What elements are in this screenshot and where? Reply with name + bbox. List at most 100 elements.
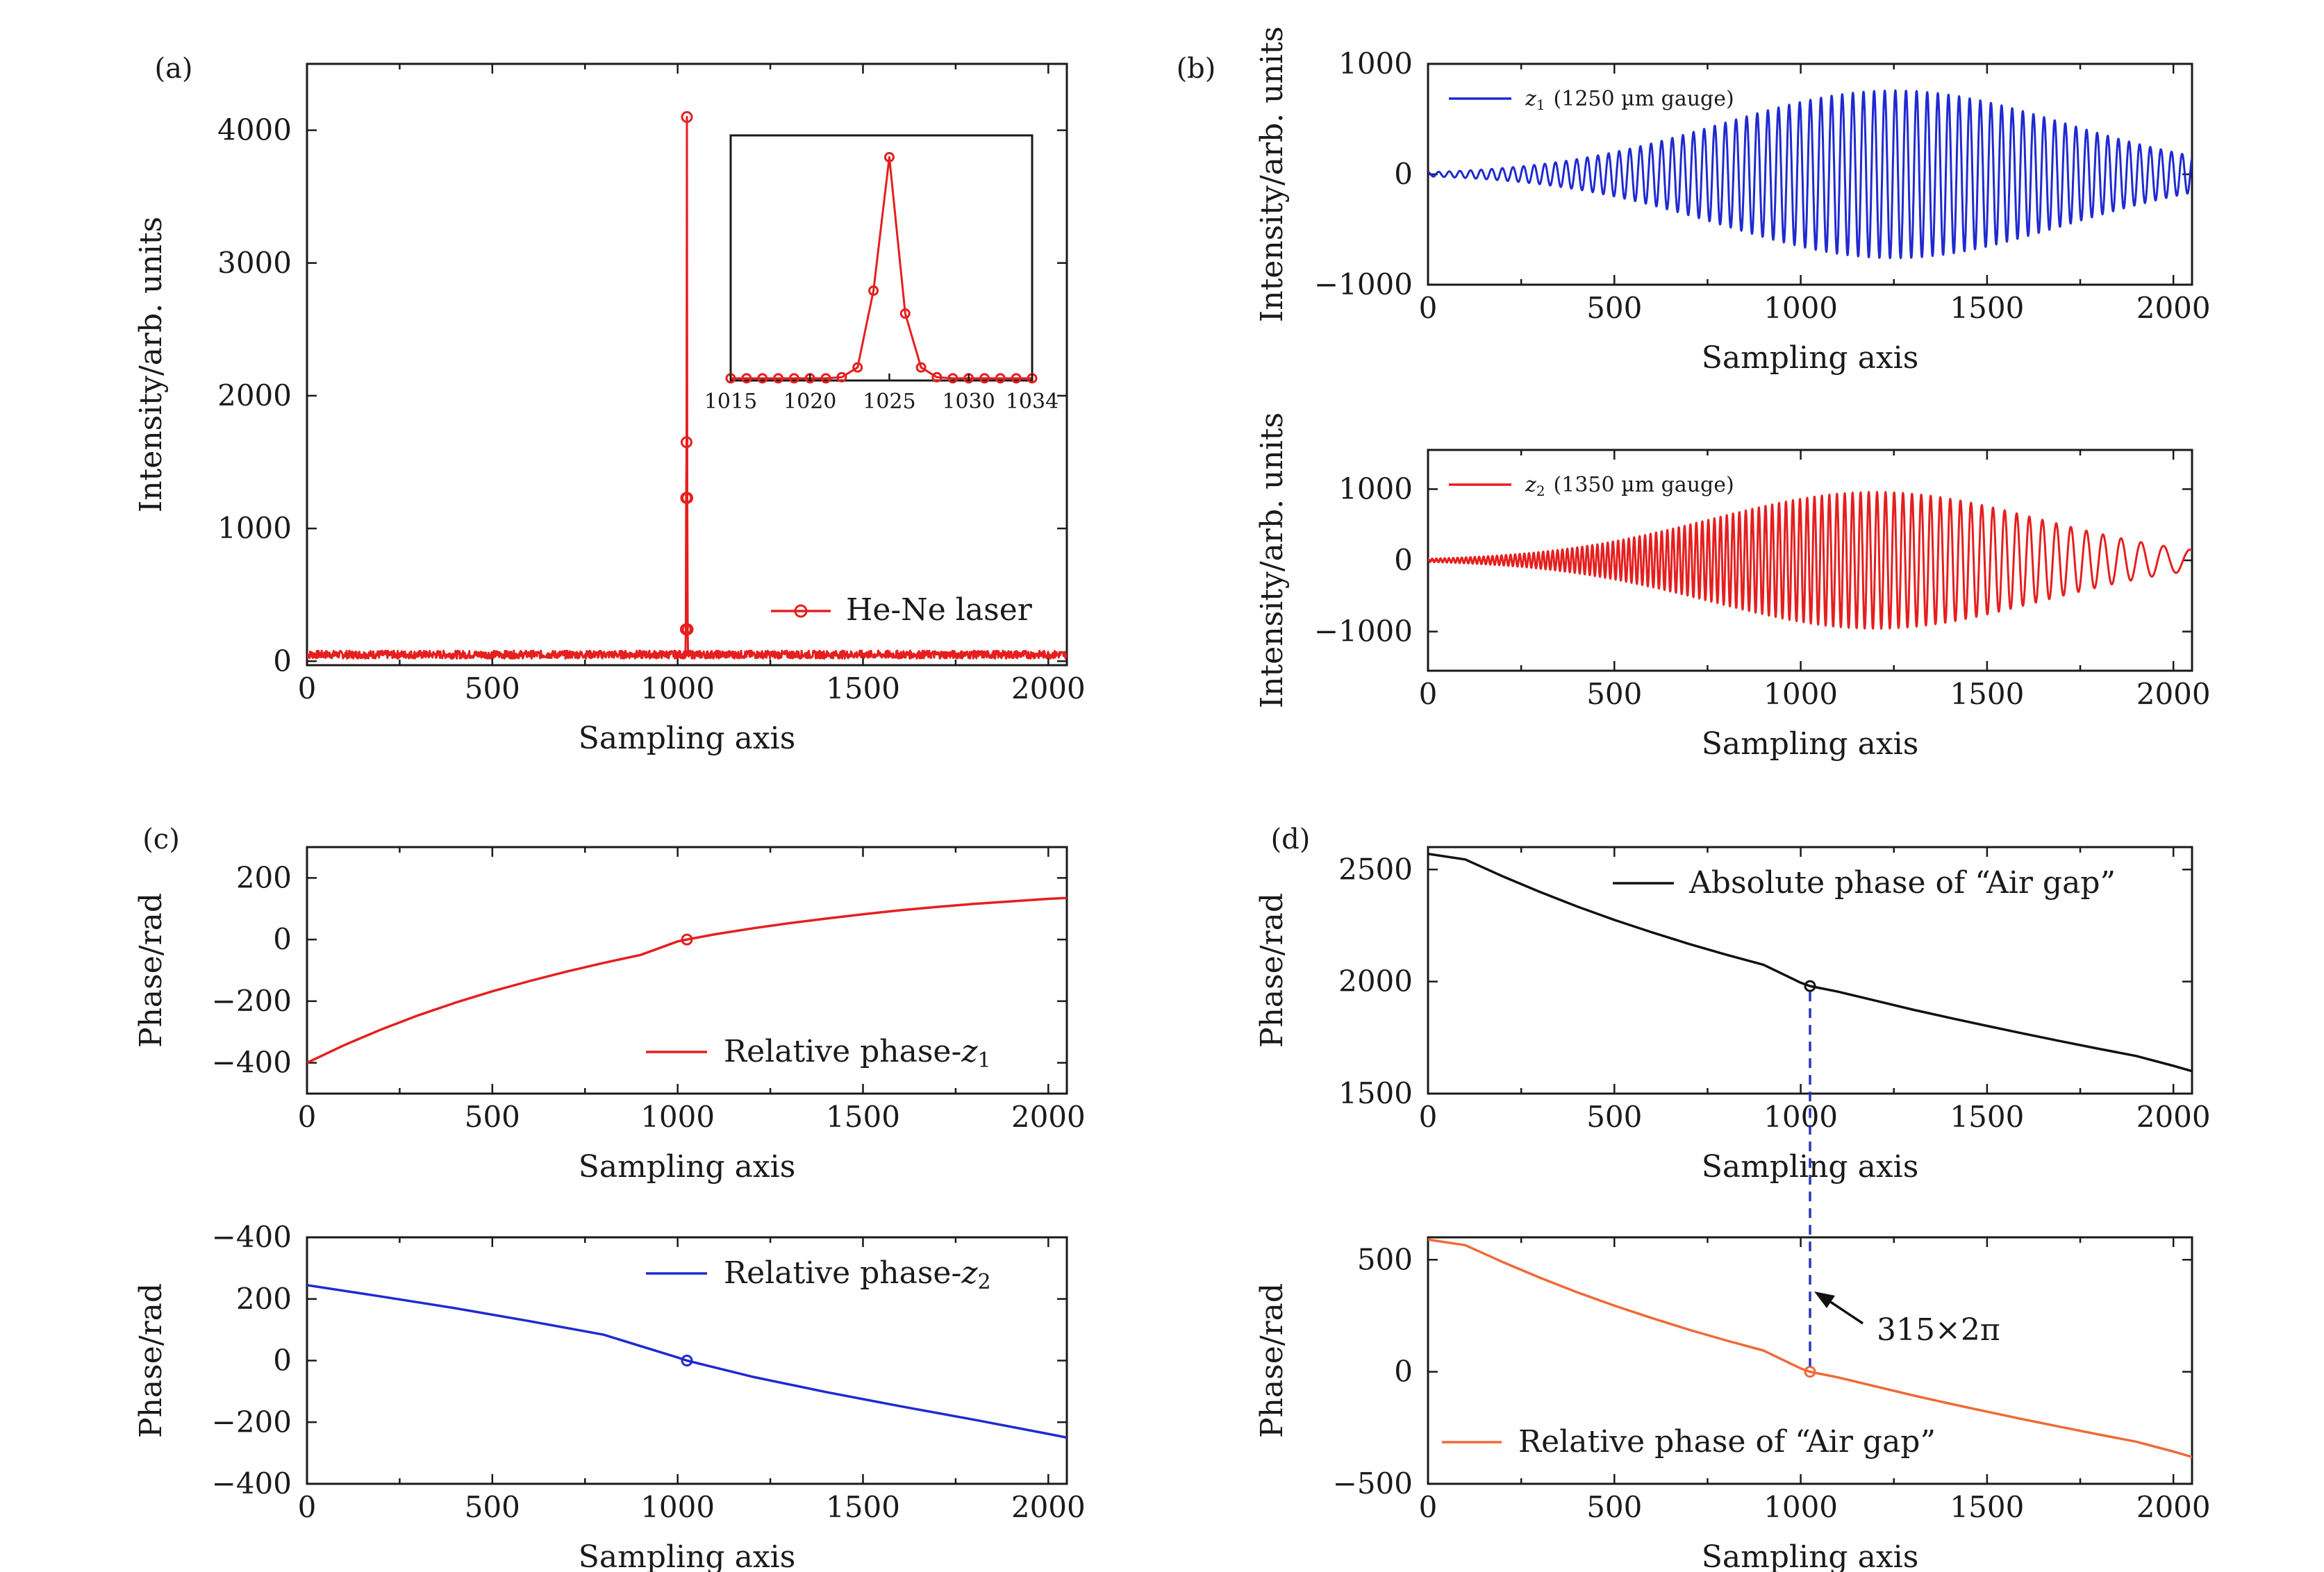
data-point xyxy=(681,110,693,123)
phase-line xyxy=(1428,1238,2192,1458)
legend-label: He-Ne laser xyxy=(846,592,1033,628)
marker-point xyxy=(681,1355,693,1366)
inset-point xyxy=(979,373,990,384)
data-point xyxy=(681,492,694,504)
y-axis-label: Phase/rad xyxy=(1254,893,1290,1048)
plot-frame xyxy=(306,1236,1068,1485)
inset-point xyxy=(931,371,943,383)
inset-point xyxy=(757,373,768,384)
y-axis-label: Phase/rad xyxy=(133,1283,169,1438)
x-tick-label: 0 xyxy=(298,1100,317,1134)
legend-sub: 1 xyxy=(1536,97,1545,113)
x-tick-label: 2000 xyxy=(2136,1490,2211,1524)
legend-label: z2 (1350 µm gauge) xyxy=(1525,473,1734,499)
chart-c1: 0 500 1000 1500 2000 −400 −200 0 200 Sampling axi… xyxy=(133,823,1086,1185)
x-tick-label: 1500 xyxy=(826,671,900,705)
y-tick-label: 0 xyxy=(1394,157,1413,191)
legend-label: Absolute phase of “Air gap” xyxy=(1688,865,2116,901)
legend-rest: (1250 µm gauge) xyxy=(1554,87,1734,111)
annotation-arrow-head xyxy=(1814,1291,1835,1308)
y-tick-label: −200 xyxy=(212,1405,292,1439)
chart-c2: 0 500 1000 1500 2000 −400 −200 0 200 −400 Sampling… xyxy=(133,1220,1086,1572)
x-tick-label: 2000 xyxy=(1011,1100,1086,1134)
legend-var: z xyxy=(1525,473,1536,497)
inset-tick-label: 1030 xyxy=(942,390,995,414)
x-axis-label: Sampling axis xyxy=(1702,1539,1919,1572)
legend-var: z xyxy=(961,1034,978,1069)
x-tick-label: 2000 xyxy=(2136,291,2211,325)
inset-point xyxy=(773,373,784,384)
inset-point xyxy=(741,373,752,384)
marker-point xyxy=(1804,980,1816,992)
inset-point xyxy=(852,362,863,373)
y-axis-label: Phase/rad xyxy=(133,893,169,1048)
x-tick-label: 0 xyxy=(1419,677,1438,711)
x-tick-label: 500 xyxy=(1586,1100,1642,1134)
y-tick-label: −1000 xyxy=(1314,614,1413,649)
x-tick-label: 0 xyxy=(298,671,317,705)
y-axis-label: Intensity/arb. units xyxy=(1254,412,1290,708)
legend-sub: 2 xyxy=(978,1270,991,1294)
inset-point xyxy=(883,151,895,162)
y-tick-label: 200 xyxy=(236,860,292,894)
annotation-arrow-shaft xyxy=(1825,1297,1864,1325)
y-tick-label: −400 xyxy=(212,1466,292,1500)
x-tick-label: 1000 xyxy=(640,1100,715,1134)
legend-marker xyxy=(794,604,808,618)
legend-label: Relative phase of “Air gap” xyxy=(1518,1424,1936,1460)
phase-line xyxy=(307,896,1067,1064)
legend-label: Relative phase-z2 xyxy=(724,1255,991,1294)
x-tick-label: 500 xyxy=(1586,1490,1642,1524)
y-tick-label: 3000 xyxy=(217,246,292,280)
y-tick-label: 0 xyxy=(273,922,292,956)
inset-chart: 1015 1020 1025 1030 1034 xyxy=(704,134,1059,414)
x-axis-label: Sampling axis xyxy=(1702,340,1919,376)
plot-frame xyxy=(1427,1236,2193,1485)
x-tick-label: 1500 xyxy=(826,1490,900,1524)
y-tick-label: 2000 xyxy=(1338,964,1413,998)
plot-frame xyxy=(306,846,1068,1095)
x-tick-label: 1000 xyxy=(640,1490,715,1524)
noise-floor-line xyxy=(307,649,1067,660)
x-tick-label: 500 xyxy=(1586,677,1642,711)
x-tick-label: 0 xyxy=(1419,291,1438,325)
marker-point xyxy=(1804,1366,1816,1378)
peak-line xyxy=(683,116,690,657)
inset-frame xyxy=(729,134,1034,382)
y-tick-label: 2000 xyxy=(217,378,292,412)
y-tick-label: −400 xyxy=(212,1220,292,1254)
panel-label: (d) xyxy=(1271,823,1311,855)
data-point xyxy=(681,623,694,635)
panel-label: (c) xyxy=(142,823,180,855)
legend-text-main: Relative phase- xyxy=(724,1034,961,1069)
y-tick-label: 0 xyxy=(273,1344,292,1378)
x-axis-label: Sampling axis xyxy=(579,1149,796,1185)
inset-point xyxy=(868,285,879,296)
x-tick-label: 2000 xyxy=(1011,1490,1086,1524)
x-tick-label: 1000 xyxy=(1763,291,1838,325)
x-tick-label: 500 xyxy=(465,671,520,705)
y-tick-label: 0 xyxy=(1394,543,1413,577)
x-tick-label: 1500 xyxy=(826,1100,900,1134)
legend-text-main: Relative phase- xyxy=(724,1255,961,1291)
inset-tick-label: 1015 xyxy=(704,390,757,414)
legend-label: z1 (1250 µm gauge) xyxy=(1525,87,1734,113)
x-axis-label: Sampling axis xyxy=(1702,726,1919,762)
y-tick-label: 1500 xyxy=(1338,1076,1413,1110)
annotation-label: 315×2π xyxy=(1877,1312,2000,1348)
y-axis-label: Intensity/arb. units xyxy=(1254,26,1290,322)
x-tick-label: 1500 xyxy=(1950,677,2024,711)
y-tick-label: 500 xyxy=(1357,1242,1413,1276)
y-tick-label: 0 xyxy=(273,644,292,678)
x-tick-label: 1000 xyxy=(1763,677,1838,711)
legend-var: z xyxy=(961,1255,978,1291)
x-tick-label: 1000 xyxy=(1763,1100,1838,1134)
x-tick-label: 0 xyxy=(298,1490,317,1524)
panel-label: (b) xyxy=(1177,53,1216,85)
x-tick-label: 0 xyxy=(1419,1100,1438,1134)
x-tick-label: 500 xyxy=(1586,291,1642,325)
inset-point xyxy=(915,362,927,373)
inset-point xyxy=(788,373,799,384)
